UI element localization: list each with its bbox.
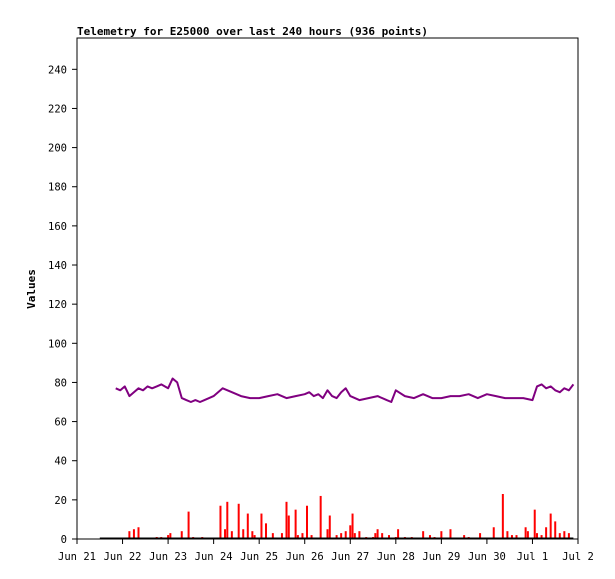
y-tick-label: 120 bbox=[48, 299, 67, 311]
chart-title: Telemetry for E25000 over last 240 hours… bbox=[77, 25, 428, 38]
y-tick-label: 40 bbox=[54, 456, 67, 468]
y-tick-label: 80 bbox=[54, 377, 67, 389]
y-tick-label: 140 bbox=[48, 260, 67, 272]
y-tick-label: 100 bbox=[48, 338, 67, 350]
y-tick-label: 240 bbox=[48, 64, 67, 76]
x-tick-label: Jun 27 bbox=[331, 551, 369, 563]
x-tick-label: Jul 1 bbox=[517, 551, 549, 563]
y-tick-label: 160 bbox=[48, 221, 67, 233]
y-axis: 0 20 40 60 80 100 120 140 160 180 200 220 240 bbox=[48, 64, 77, 546]
x-tick-label: Jun 24 bbox=[195, 551, 233, 563]
x-tick-label: Jun 28 bbox=[377, 551, 415, 563]
x-tick-label: Jun 21 bbox=[58, 551, 96, 563]
series-line bbox=[115, 377, 575, 403]
x-tick-label: Jun 22 bbox=[104, 551, 142, 563]
y-axis-label: Values bbox=[25, 269, 38, 309]
x-tick-label: Jun 23 bbox=[149, 551, 187, 563]
x-tick-label: Jun 29 bbox=[422, 551, 460, 563]
y-tick-label: 180 bbox=[48, 182, 67, 194]
y-tick-label: 220 bbox=[48, 103, 67, 115]
x-tick-label: Jul 2 bbox=[562, 551, 594, 563]
series-layer bbox=[99, 377, 575, 539]
x-axis: Jun 21 Jun 22 Jun 23 Jun 24 Jun 25 Jun 26 Jun … bbox=[58, 539, 594, 563]
series-bars bbox=[128, 493, 570, 539]
y-tick-label: 0 bbox=[61, 534, 67, 546]
x-tick-label: Jun 25 bbox=[240, 551, 278, 563]
plot-frame bbox=[76, 37, 579, 540]
y-tick-label: 20 bbox=[54, 495, 67, 507]
x-tick-label: Jun 26 bbox=[286, 551, 324, 563]
x-tick-label: Jun 30 bbox=[468, 551, 506, 563]
y-tick-label: 60 bbox=[54, 417, 67, 429]
y-tick-label: 200 bbox=[48, 143, 67, 155]
